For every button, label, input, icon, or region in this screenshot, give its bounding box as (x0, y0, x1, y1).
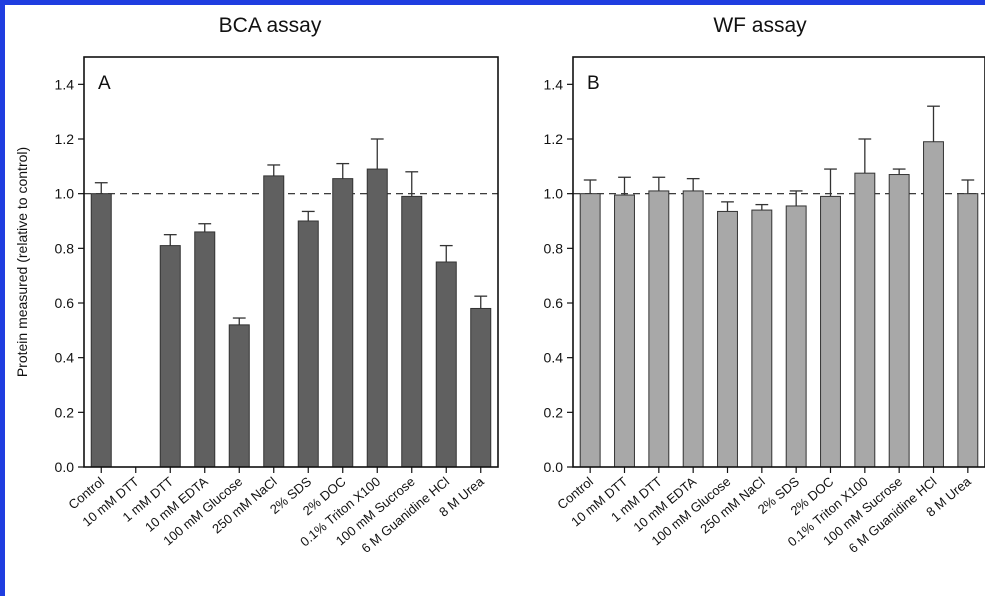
bar (579, 193, 601, 468)
bar (228, 324, 250, 468)
y-tick-label: 0.2 (55, 404, 75, 420)
bar (820, 195, 841, 468)
y-tick-label: 0.0 (55, 459, 75, 475)
y-axis-label: Protein measured (relative to control) (14, 147, 30, 377)
bar (401, 195, 423, 468)
y-tick-label: 1.4 (544, 76, 564, 92)
y-tick-label: 1.0 (55, 186, 75, 202)
y-tick-label: 0.4 (544, 350, 564, 366)
plot-frame (83, 56, 499, 468)
bar (159, 245, 181, 468)
bar (470, 307, 492, 468)
y-tick-label: 0.8 (544, 240, 564, 256)
y-tick-label: 0.0 (544, 459, 564, 475)
y-tick-label: 0.6 (544, 295, 564, 311)
y-tick-label: 1.2 (55, 131, 75, 147)
frame-top-border (0, 0, 985, 5)
bar (854, 172, 876, 468)
bar (263, 175, 285, 468)
bar (194, 231, 216, 468)
bar (332, 178, 354, 468)
plot-frame (572, 56, 985, 468)
bar (435, 261, 457, 468)
y-tick-label: 0.2 (544, 404, 564, 420)
bar (923, 141, 944, 468)
bar (614, 194, 635, 468)
y-tick-label: 0.6 (55, 295, 75, 311)
bar (648, 190, 670, 468)
bar (682, 190, 704, 468)
panel-letter: B (587, 73, 600, 94)
bar (366, 168, 388, 468)
panel-b-title: WF assay (713, 14, 807, 37)
y-tick-label: 1.2 (544, 131, 564, 147)
bar (297, 220, 319, 468)
bar (90, 193, 112, 468)
panel-a-title: BCA assay (218, 14, 322, 37)
panel-letter: A (98, 73, 111, 94)
bar (751, 209, 773, 468)
y-tick-label: 1.0 (544, 186, 564, 202)
y-tick-label: 0.4 (55, 350, 75, 366)
y-tick-label: 1.4 (55, 76, 75, 92)
bar (888, 174, 910, 468)
bar (785, 205, 807, 468)
y-tick-label: 0.8 (55, 240, 75, 256)
bar (717, 210, 738, 468)
bar (957, 193, 979, 468)
frame-left-border (0, 0, 5, 596)
